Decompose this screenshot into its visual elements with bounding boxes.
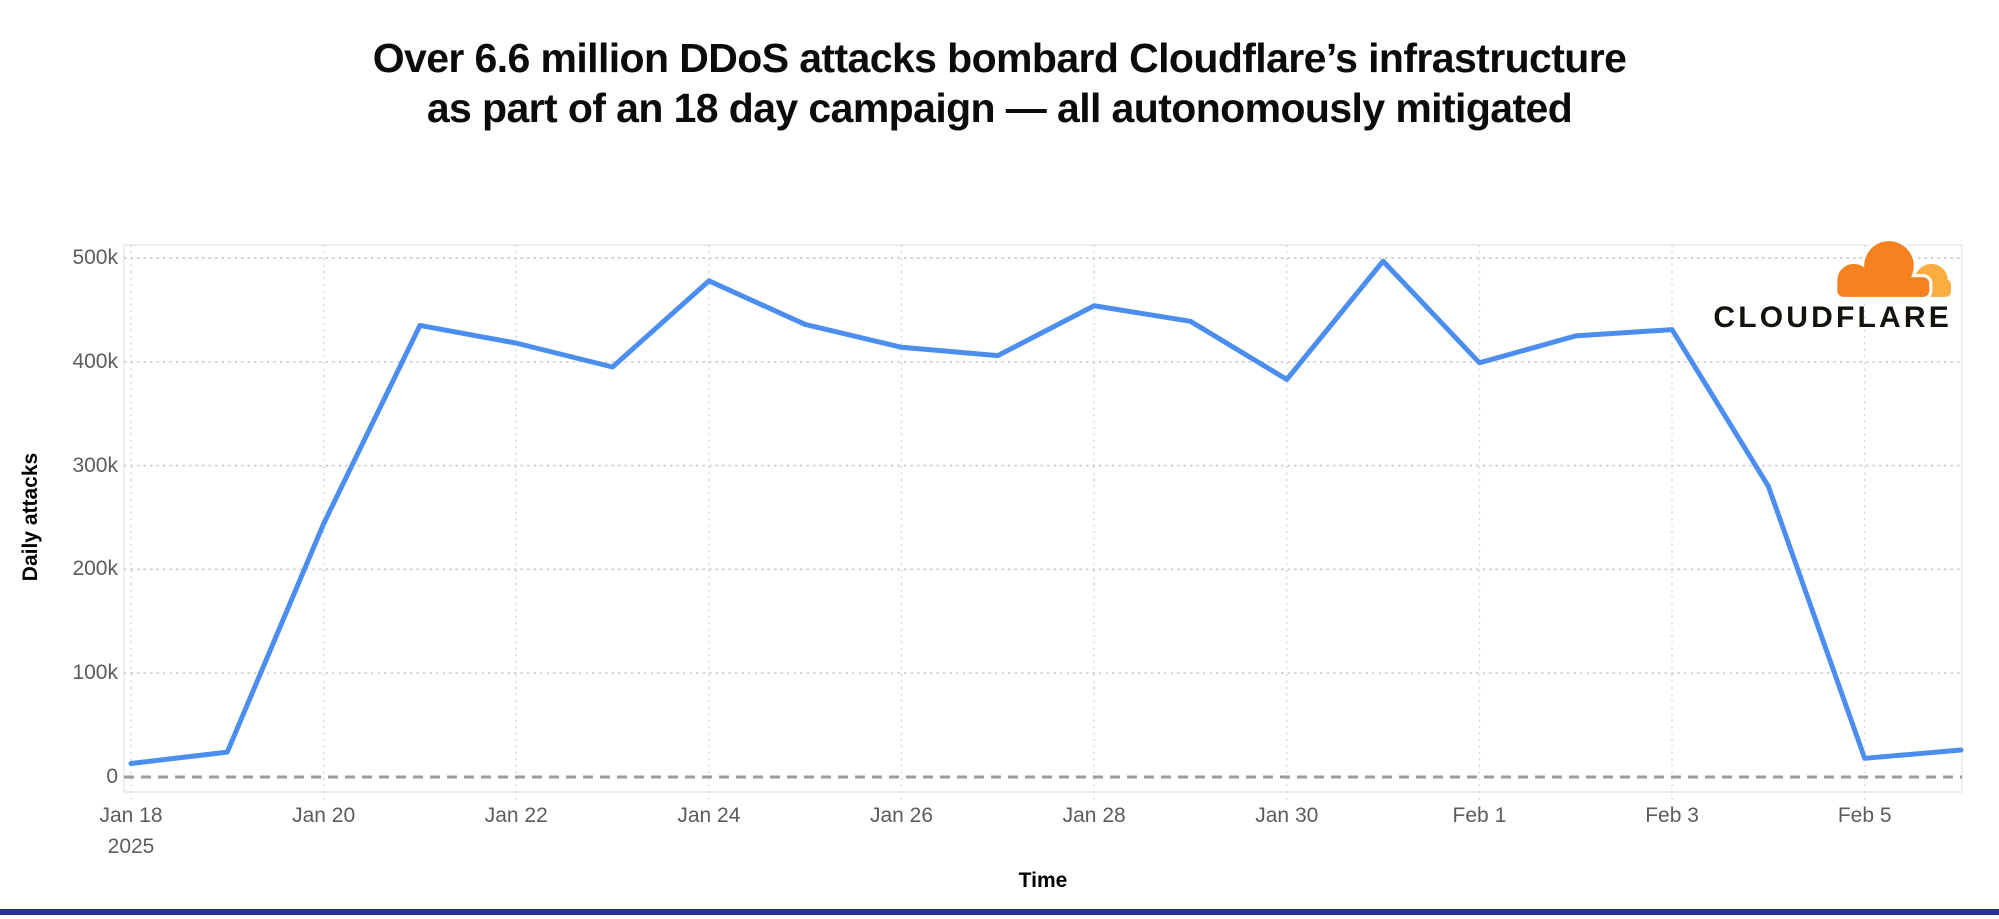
plot-border	[123, 244, 1963, 793]
x-axis-title: Time	[1018, 869, 1068, 892]
daily-attacks-line	[128, 258, 1964, 767]
cloudflare-cloud-icon	[1834, 238, 1951, 299]
cloud-main-part	[1837, 241, 1930, 297]
bottom-accent-bar	[0, 909, 1999, 915]
cloudflare-wordmark: CLOUDFLARE	[1713, 301, 1952, 334]
page-title-line1: Over 6.6 million DDoS attacks bombard Cl…	[372, 35, 1627, 81]
page-title: Over 6.6 million DDoS attacks bombard Cl…	[0, 33, 1999, 133]
cloudflare-logo: CLOUDFLARE	[1652, 238, 1952, 335]
y-axis-title: Daily attacks	[19, 452, 42, 582]
page-title-line2: as part of an 18 day campaign — all auto…	[426, 85, 1573, 131]
